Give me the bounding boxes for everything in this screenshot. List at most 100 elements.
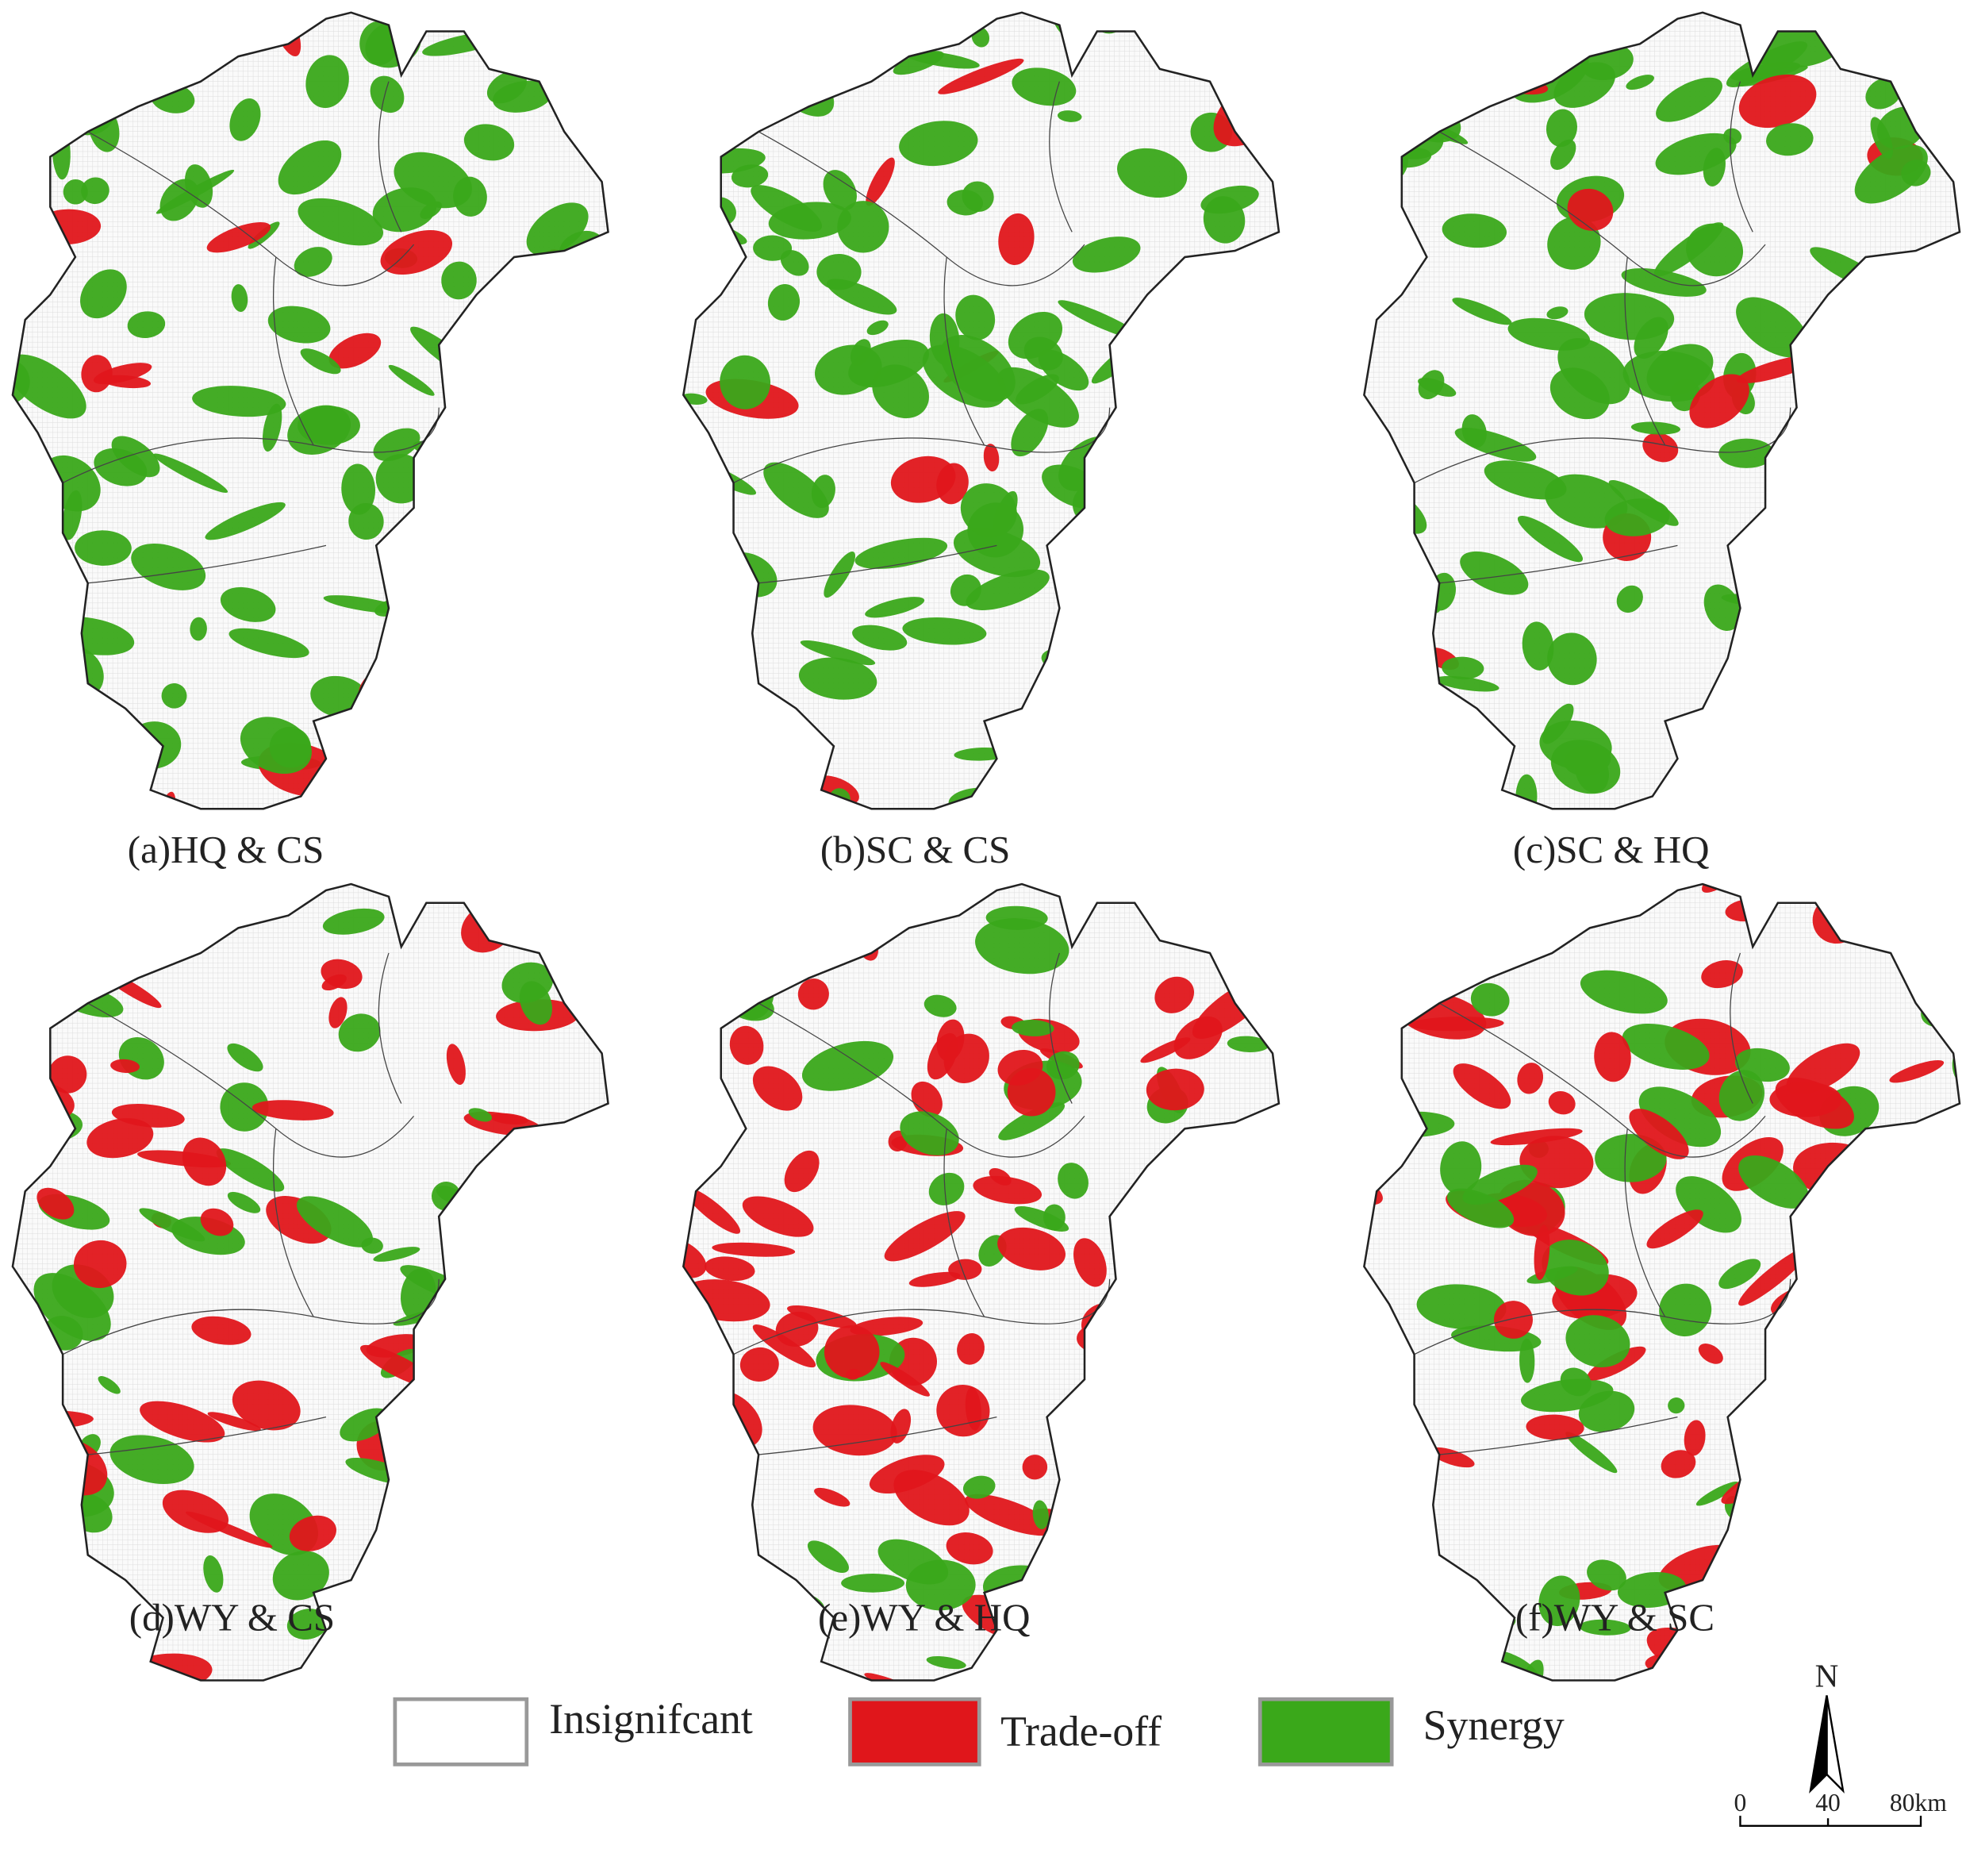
synergy-patch [524,1405,559,1460]
trade-off-patch [321,974,347,991]
synergy-patch [348,502,384,540]
synergy-patch [734,12,756,52]
synergy-patch [1366,65,1447,127]
synergy-patch [1901,160,1931,186]
trade-off-patch [505,1474,559,1502]
synergy-patch [683,32,729,75]
trade-off-patch [1150,1201,1214,1246]
synergy-patch [1213,567,1257,606]
panel-label: (a)HQ & CS [128,828,324,871]
synergy-patch [608,1176,609,1228]
synergy-patch [847,12,903,15]
trade-off-patch [446,1044,466,1086]
synergy-patch [227,1191,261,1213]
synergy-patch [566,734,609,780]
synergy-patch [483,318,551,364]
trade-off-patch [1860,1245,1920,1295]
trade-off-patch [289,1515,336,1551]
synergy-patch [29,713,60,760]
trade-off-patch [735,817,792,875]
synergy-patch [1956,402,1960,452]
synergy-patch [1667,1663,1748,1681]
synergy-patch [109,1435,194,1485]
trade-off-patch [1255,1161,1279,1206]
synergy-patch [1461,1609,1516,1633]
synergy-patch [780,249,809,276]
synergy-patch [294,247,332,277]
synergy-patch [1190,485,1254,534]
synergy-patch [514,786,592,863]
synergy-patch [1538,1575,1580,1627]
trade-off-patch [1594,1032,1631,1082]
synergy-patch [216,1148,285,1192]
synergy-patch [1841,686,1930,758]
scale-label: 80km [1890,1789,1947,1816]
synergy-patch [1825,610,1894,637]
trade-off-patch [12,1301,14,1363]
synergy-patch [591,97,609,156]
synergy-patch [612,423,712,490]
synergy-patch [1626,75,1655,90]
synergy-patch [1202,778,1241,804]
synergy-patch [1378,627,1406,655]
trade-off-patch [47,941,69,967]
trade-off-patch [655,1459,712,1513]
trade-off-patch [666,851,728,916]
synergy-patch [456,433,561,518]
synergy-patch [1093,12,1124,34]
trade-off-patch [866,157,895,206]
synergy-patch [1718,438,1775,468]
synergy-patch [1290,482,1331,525]
synergy-patch [900,1111,959,1155]
trade-off-patch [1140,1037,1191,1063]
synergy-patch [1137,437,1163,483]
trade-off-patch [884,1211,966,1262]
trade-off-patch [1939,359,1960,395]
trade-off-patch [543,1483,564,1536]
synergy-patch [111,436,160,478]
synergy-patch [624,421,677,470]
legend-label: Insignifcant [549,1695,753,1743]
synergy-patch [614,608,674,648]
synergy-patch [1364,76,1396,125]
synergy-patch [1656,77,1722,122]
synergy-patch [1143,1470,1183,1519]
synergy-patch [1055,1540,1089,1590]
synergy-patch [229,98,261,141]
synergy-patch [1012,67,1077,106]
synergy-patch [804,26,855,72]
trade-off-patch [1075,1464,1141,1499]
trade-off-patch [504,1260,590,1338]
synergy-patch [1826,494,1882,549]
synergy-patch [683,787,697,809]
trade-off-patch [455,663,506,712]
trade-off-patch [604,1626,666,1677]
synergy-patch [807,1540,849,1574]
synergy-patch [798,657,877,700]
trade-off-patch [586,1544,605,1582]
synergy-patch [419,0,472,13]
panel-label: (c)SC & HQ [1513,828,1710,871]
synergy-patch [998,1102,1066,1140]
synergy-patch [962,1475,996,1499]
synergy-patch [801,1040,894,1091]
synergy-patch [1072,236,1141,273]
trade-off-patch [73,1240,127,1289]
synergy-patch [503,12,543,42]
trade-off-patch [1143,783,1175,820]
trade-off-patch [1701,960,1743,989]
trade-off-patch [997,1049,1043,1086]
trade-off-patch [164,12,185,29]
synergy-patch [929,313,960,366]
synergy-patch [1364,21,1401,48]
trade-off-patch [1269,1370,1279,1419]
synergy-patch [1131,332,1204,361]
trade-off-patch [1140,1584,1200,1603]
synergy-patch [579,709,599,732]
trade-off-patch [1133,778,1228,799]
synergy-patch [1507,317,1591,351]
scale-bar [1739,1816,1922,1827]
synergy-patch [553,1615,609,1640]
synergy-patch [1323,932,1408,1014]
synergy-patch [269,726,312,768]
